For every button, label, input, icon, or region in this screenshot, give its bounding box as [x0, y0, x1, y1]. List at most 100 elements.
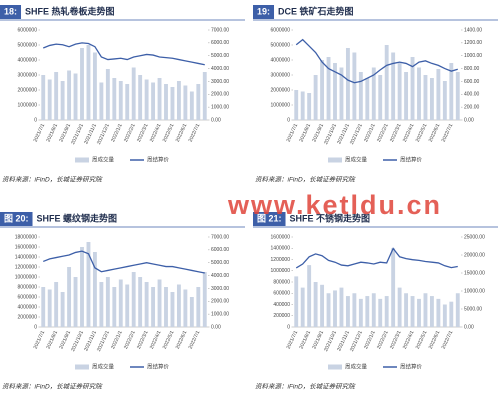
x-tick-label: 2022/4/1 [402, 330, 416, 350]
source-note: 资料来源：iFinD，长城证券研究院 [2, 383, 103, 391]
x-tick-label: 2022/5/1 [415, 123, 429, 143]
volume-bar [307, 265, 312, 327]
x-tick-label: 2021/7/1 [286, 123, 300, 143]
volume-bar [67, 70, 72, 120]
x-tick-label: 2022/3/1 [389, 123, 403, 143]
y-tick-label: 2000000 [271, 87, 291, 93]
x-tick-label: 2021/7/1 [33, 123, 47, 143]
y-tick-label: 14000000 [15, 254, 37, 260]
volume-bar [164, 84, 168, 120]
x-tick-label: 2022/4/1 [149, 123, 163, 143]
volume-bar [92, 252, 97, 327]
volume-bar [339, 67, 344, 120]
volume-bar [80, 247, 84, 327]
volume-bar [365, 78, 370, 120]
volume-bar [112, 287, 117, 327]
price-line [42, 250, 205, 274]
x-tick-label: 2021/8/1 [46, 123, 60, 143]
volume-bar [41, 75, 46, 120]
volume-bar [397, 63, 402, 120]
figure-number: 图 20: [4, 213, 29, 223]
volume-bar [410, 296, 415, 327]
volume-bar [429, 78, 434, 120]
volume-bar [189, 297, 194, 327]
y-tick-label: 0 [287, 324, 290, 330]
volume-bar [99, 82, 104, 120]
chart-title: SHFE 热轧卷板走势图 [25, 5, 115, 16]
x-tick-label: 2022/4/1 [149, 330, 163, 350]
y-tick-label: 0 [34, 117, 37, 123]
volume-bar [80, 48, 84, 120]
volume-bar [86, 242, 91, 327]
x-tick-label: 2022/4/1 [402, 123, 416, 143]
volume-bar [378, 75, 383, 120]
y-tick-label: 16000000 [15, 244, 37, 250]
volume-bar [151, 82, 156, 120]
y2-tick-label: 5000.00 [211, 53, 229, 59]
y-tick-label: 4000000 [271, 57, 291, 63]
x-tick-label: 2022/1/1 [110, 330, 124, 350]
y-tick-label: 800000 [273, 279, 290, 285]
y2-tick-label: 1000.00 [464, 53, 482, 59]
volume-bar [313, 75, 318, 120]
x-tick-label: 2021/12/1 [349, 123, 364, 146]
x-tick-label: 2021/9/1 [58, 123, 72, 143]
y-tick-label: 2000000 [18, 314, 38, 320]
y-tick-label: 1400000 [271, 246, 291, 252]
volume-bar [417, 298, 421, 327]
volume-bar [144, 79, 149, 120]
x-tick-label: 2022/3/1 [136, 330, 150, 350]
volume-bar [436, 69, 441, 120]
y2-tick-label: 1000.00 [211, 311, 229, 317]
legend-swatch [328, 364, 342, 370]
x-tick-label: 2022/7/1 [441, 330, 455, 350]
y2-tick-label: 0.00 [464, 117, 474, 123]
volume-bar [294, 276, 299, 327]
figure-number: 18: [4, 6, 17, 16]
y2-tick-label: 4000.00 [211, 273, 229, 279]
x-tick-label: 2022/6/1 [428, 123, 442, 143]
volume-bar [157, 279, 162, 327]
x-tick-label: 2022/1/1 [363, 123, 377, 143]
volume-bar [404, 293, 409, 327]
volume-bar [125, 84, 130, 120]
volume-bar [436, 298, 441, 327]
volume-bar [300, 287, 305, 327]
y-tick-label: 3000000 [271, 72, 291, 78]
volume-bar [60, 81, 65, 120]
legend-label: 周结算价 [147, 155, 170, 163]
y-tick-label: 10000000 [15, 274, 37, 280]
x-tick-label: 2022/2/1 [376, 123, 390, 143]
volume-bar [391, 52, 396, 120]
volume-bar [164, 287, 168, 327]
x-tick-label: 2022/5/1 [162, 330, 176, 350]
price-line [295, 38, 458, 84]
volume-bar [307, 93, 312, 120]
y2-tick-label: 7000.00 [211, 27, 229, 33]
y2-tick-label: 600.00 [464, 79, 480, 85]
y2-tick-label: 0.00 [211, 117, 221, 123]
volume-bar [326, 293, 331, 327]
volume-bar [378, 298, 383, 327]
x-tick-label: 2022/5/1 [162, 123, 176, 143]
volume-bar [391, 248, 396, 327]
volume-bar [47, 289, 52, 327]
y-tick-label: 6000000 [18, 294, 38, 300]
source-note: 资料来源：iFinD，长城证券研究院 [255, 383, 356, 391]
y2-tick-label: 2000.00 [211, 92, 229, 98]
volume-bar [176, 81, 181, 120]
x-tick-label: 2022/3/1 [136, 123, 150, 143]
y2-tick-label: 0.00 [464, 324, 474, 330]
x-tick-label: 2022/2/1 [123, 330, 137, 350]
x-tick-label: 2022/7/1 [188, 330, 202, 350]
legend-swatch [75, 364, 89, 370]
figure-number-box [253, 212, 286, 226]
x-tick-label: 2022/6/1 [428, 330, 442, 350]
volume-bar [138, 277, 143, 327]
volume-bar [47, 79, 52, 120]
x-tick-label: 2021/8/1 [46, 330, 60, 350]
volume-bar [371, 293, 376, 327]
y-tick-label: 1000000 [271, 102, 291, 108]
volume-bar [384, 45, 389, 120]
volume-bar [151, 287, 156, 327]
